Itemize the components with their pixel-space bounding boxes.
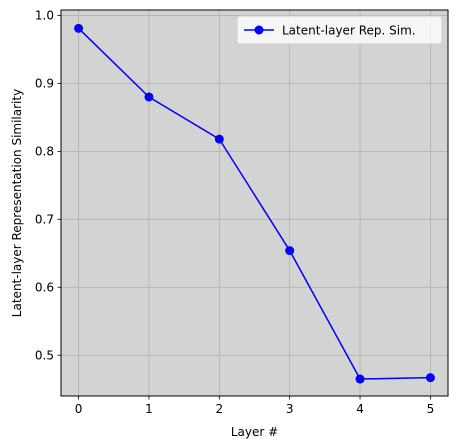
- x-tick-label: 2: [215, 402, 223, 416]
- data-point: [425, 373, 435, 383]
- x-axis-label: Layer #: [231, 425, 278, 439]
- x-tick-label: 1: [145, 402, 153, 416]
- y-tick-label: 0.9: [35, 77, 54, 91]
- y-axis: 0.5 0.6 0.7 0.8 0.9 1.0: [35, 9, 61, 362]
- data-point: [144, 92, 154, 102]
- y-tick-label: 1.0: [35, 9, 54, 23]
- y-tick-label: 0.8: [35, 145, 54, 159]
- legend-label: Latent-layer Rep. Sim.: [282, 24, 416, 38]
- legend-marker-swatch: [254, 25, 264, 35]
- x-tick-label: 3: [286, 402, 294, 416]
- data-point: [355, 374, 365, 384]
- y-tick-label: 0.5: [35, 348, 54, 362]
- x-tick-label: 5: [427, 402, 435, 416]
- x-tick-label: 0: [75, 402, 83, 416]
- data-point: [285, 246, 295, 256]
- y-tick-label: 0.7: [35, 213, 54, 227]
- data-point: [74, 23, 84, 33]
- data-point: [214, 134, 224, 144]
- grid-lines: [61, 10, 448, 396]
- y-axis-label: Latent-layer Representation Similarity: [10, 89, 24, 317]
- series-line: [78, 27, 431, 380]
- plot-frame: [60, 9, 449, 397]
- legend: Latent-layer Rep. Sim.: [236, 15, 443, 45]
- y-tick-label: 0.6: [35, 280, 54, 294]
- x-axis: 0 1 2 3 4 5: [75, 396, 434, 416]
- legend-box: [236, 15, 443, 45]
- series-layer: [74, 23, 435, 384]
- x-tick-label: 4: [356, 402, 364, 416]
